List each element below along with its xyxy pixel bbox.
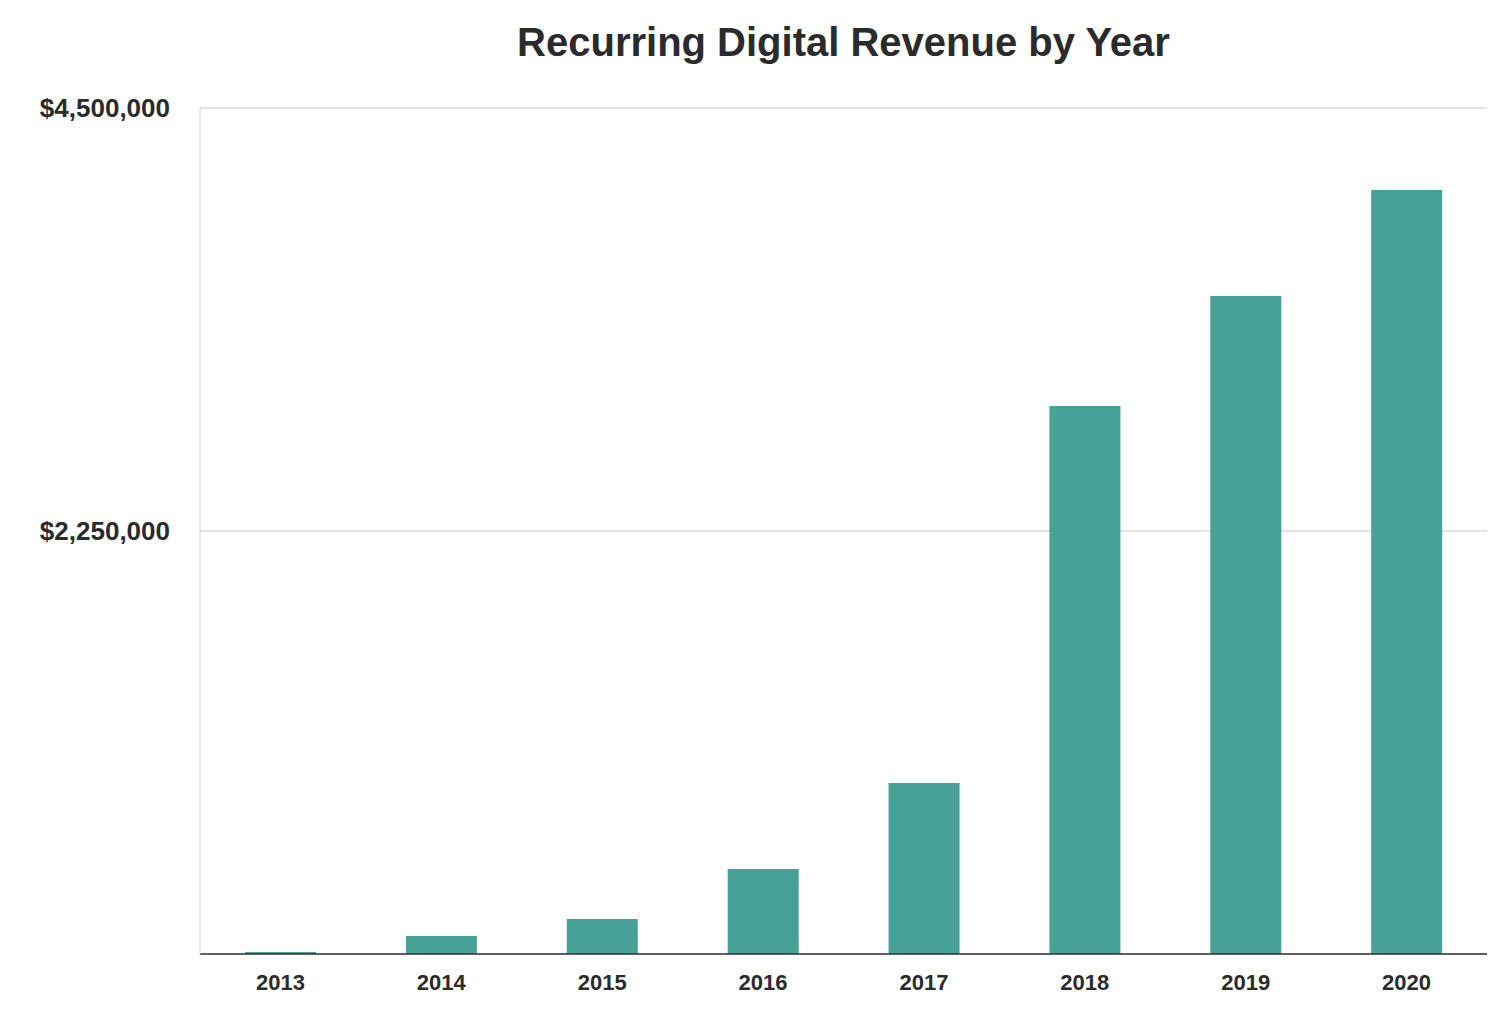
svg-text:$4,500,000: $4,500,000: [40, 93, 170, 123]
svg-text:2016: 2016: [739, 970, 788, 995]
html-text:Recurring Digital Revenue by Y: Recurring Digital Revenue by Year: [517, 20, 1170, 64]
svg-text:2017: 2017: [899, 970, 948, 995]
svg-text:2018: 2018: [1060, 970, 1109, 995]
svg-text:2013: 2013: [256, 970, 305, 995]
svg-text:2020: 2020: [1382, 970, 1431, 995]
svg-text:$2,250,000: $2,250,000: [40, 516, 170, 546]
svg-text:2014: 2014: [417, 970, 467, 995]
svg-text:2019: 2019: [1221, 970, 1270, 995]
svg-text:2015: 2015: [578, 970, 627, 995]
